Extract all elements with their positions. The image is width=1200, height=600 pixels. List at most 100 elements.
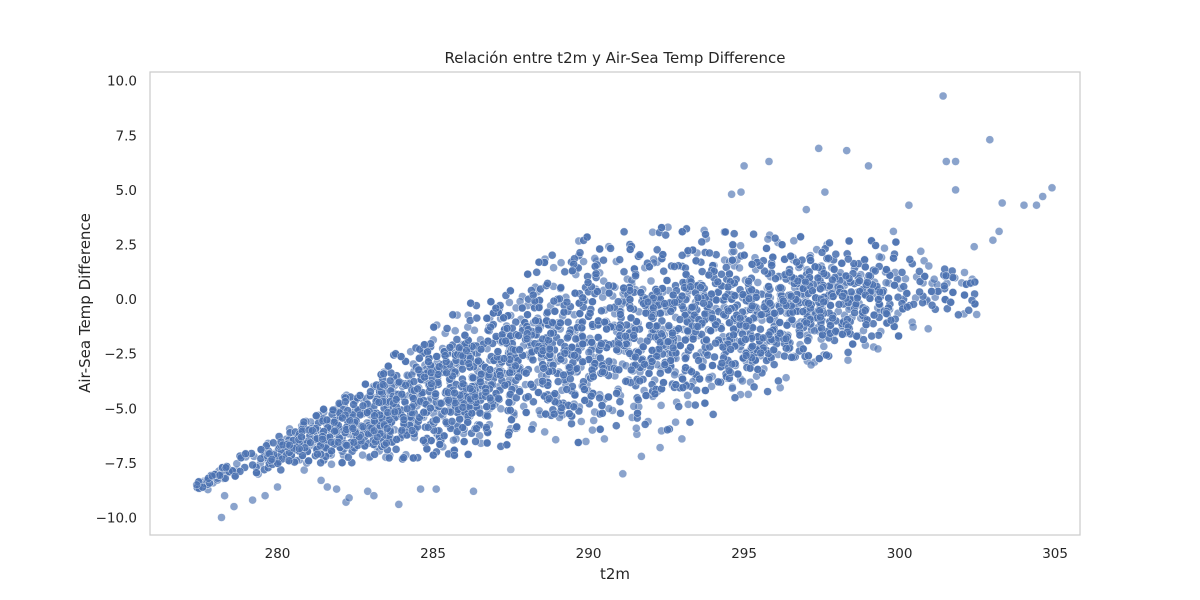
data-point xyxy=(341,397,350,406)
data-point xyxy=(633,395,643,405)
data-point xyxy=(316,458,325,468)
data-point xyxy=(581,437,591,446)
data-point xyxy=(544,394,554,403)
data-point xyxy=(396,352,406,361)
data-point xyxy=(671,380,681,389)
data-point xyxy=(902,289,912,298)
data-point xyxy=(657,329,666,339)
data-point xyxy=(927,301,937,310)
data-point xyxy=(718,342,728,352)
data-point xyxy=(570,288,580,298)
data-point xyxy=(636,288,645,297)
data-point xyxy=(763,387,772,396)
data-point xyxy=(843,355,853,365)
data-point xyxy=(717,358,727,368)
data-point xyxy=(514,331,523,340)
data-point xyxy=(399,453,408,462)
data-point xyxy=(499,313,508,323)
data-point xyxy=(908,322,918,332)
data-point xyxy=(970,299,980,309)
data-point xyxy=(838,292,847,301)
data-point xyxy=(524,392,533,401)
data-point xyxy=(747,260,757,269)
data-point xyxy=(517,303,527,313)
data-point xyxy=(724,366,734,376)
data-point xyxy=(445,343,455,352)
data-point xyxy=(802,318,811,328)
data-point xyxy=(686,282,695,291)
data-point xyxy=(589,416,598,425)
data-point xyxy=(362,408,372,417)
data-point xyxy=(450,326,460,336)
data-point xyxy=(644,369,654,378)
data-point xyxy=(232,459,242,468)
data-point xyxy=(786,292,796,301)
data-point xyxy=(464,359,474,368)
data-point xyxy=(384,453,394,463)
data-point xyxy=(659,266,668,276)
data-point xyxy=(705,248,714,258)
data-point xyxy=(534,257,544,267)
data-point xyxy=(285,440,294,450)
data-point xyxy=(929,274,939,284)
data-point xyxy=(756,324,765,334)
data-point xyxy=(828,292,838,301)
data-point xyxy=(413,384,422,394)
data-point xyxy=(458,379,468,389)
data-point xyxy=(941,271,951,280)
data-point xyxy=(782,343,791,353)
data-point xyxy=(625,295,635,304)
data-point xyxy=(532,268,541,277)
data-point xyxy=(670,262,679,271)
data-point xyxy=(482,314,492,323)
data-point xyxy=(818,330,827,340)
data-point xyxy=(638,342,648,352)
data-point xyxy=(848,339,857,349)
data-point xyxy=(843,348,853,357)
data-point xyxy=(815,354,824,363)
data-point xyxy=(627,365,636,375)
data-point xyxy=(366,387,375,396)
data-point xyxy=(964,306,973,315)
data-point xyxy=(442,368,451,378)
data-point xyxy=(606,244,615,253)
data-point xyxy=(578,357,587,367)
data-point xyxy=(591,269,601,278)
data-point xyxy=(688,302,697,312)
data-point xyxy=(593,287,602,296)
data-point xyxy=(736,241,745,250)
data-point xyxy=(875,252,884,262)
data-point xyxy=(567,419,576,428)
data-point xyxy=(675,315,685,324)
data-point xyxy=(472,424,481,433)
data-point xyxy=(650,389,660,399)
data-point xyxy=(889,253,898,263)
data-point xyxy=(860,255,869,265)
data-point xyxy=(605,303,615,313)
data-point xyxy=(695,374,704,384)
data-point xyxy=(787,353,796,362)
data-point xyxy=(710,352,719,362)
data-point xyxy=(597,339,606,348)
data-point xyxy=(875,287,885,297)
data-point xyxy=(423,347,432,357)
data-point xyxy=(604,281,613,290)
data-point xyxy=(674,402,683,411)
data-point xyxy=(774,376,783,386)
data-point xyxy=(795,321,804,331)
data-point xyxy=(595,425,605,434)
data-point xyxy=(920,272,929,281)
data-point xyxy=(744,294,754,303)
data-point xyxy=(708,361,717,370)
data-point xyxy=(575,248,585,257)
data-point xyxy=(739,250,749,260)
data-point xyxy=(420,340,429,349)
data-point xyxy=(447,417,457,426)
data-point xyxy=(570,390,580,400)
data-point xyxy=(440,406,449,416)
data-point xyxy=(322,415,332,425)
data-point xyxy=(768,252,778,262)
data-point xyxy=(431,389,440,399)
data-point xyxy=(472,313,482,323)
data-point xyxy=(450,450,459,460)
